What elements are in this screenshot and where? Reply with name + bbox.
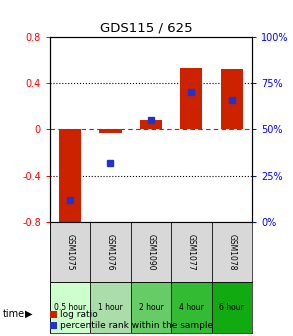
Text: log ratio: log ratio bbox=[60, 310, 98, 319]
Bar bbox=[212, 282, 252, 333]
Bar bbox=[90, 282, 131, 333]
Bar bbox=[50, 222, 90, 282]
Bar bbox=[99, 129, 122, 133]
Text: time: time bbox=[3, 309, 25, 319]
Text: percentile rank within the sample: percentile rank within the sample bbox=[60, 321, 213, 330]
Bar bbox=[140, 120, 162, 129]
Text: 6 hour: 6 hour bbox=[219, 303, 244, 312]
Text: GSM1077: GSM1077 bbox=[187, 234, 196, 270]
Bar bbox=[50, 282, 90, 333]
Bar bbox=[221, 69, 243, 129]
Text: GSM1075: GSM1075 bbox=[66, 234, 74, 270]
Bar bbox=[50, 311, 57, 318]
Text: GSM1090: GSM1090 bbox=[146, 234, 155, 270]
Bar bbox=[180, 68, 202, 129]
Text: 1 hour: 1 hour bbox=[98, 303, 123, 312]
Text: ▶: ▶ bbox=[25, 309, 33, 319]
Bar bbox=[59, 129, 81, 227]
Bar bbox=[131, 222, 171, 282]
Text: 4 hour: 4 hour bbox=[179, 303, 204, 312]
Bar bbox=[171, 282, 212, 333]
Text: GSM1076: GSM1076 bbox=[106, 234, 115, 270]
Bar bbox=[90, 222, 131, 282]
Text: GSM1078: GSM1078 bbox=[227, 234, 236, 270]
Bar bbox=[171, 222, 212, 282]
Text: 2 hour: 2 hour bbox=[139, 303, 163, 312]
Bar bbox=[212, 222, 252, 282]
Bar bbox=[50, 322, 57, 329]
Bar bbox=[131, 282, 171, 333]
Text: 0.5 hour: 0.5 hour bbox=[54, 303, 86, 312]
Text: GDS115 / 625: GDS115 / 625 bbox=[100, 22, 193, 35]
